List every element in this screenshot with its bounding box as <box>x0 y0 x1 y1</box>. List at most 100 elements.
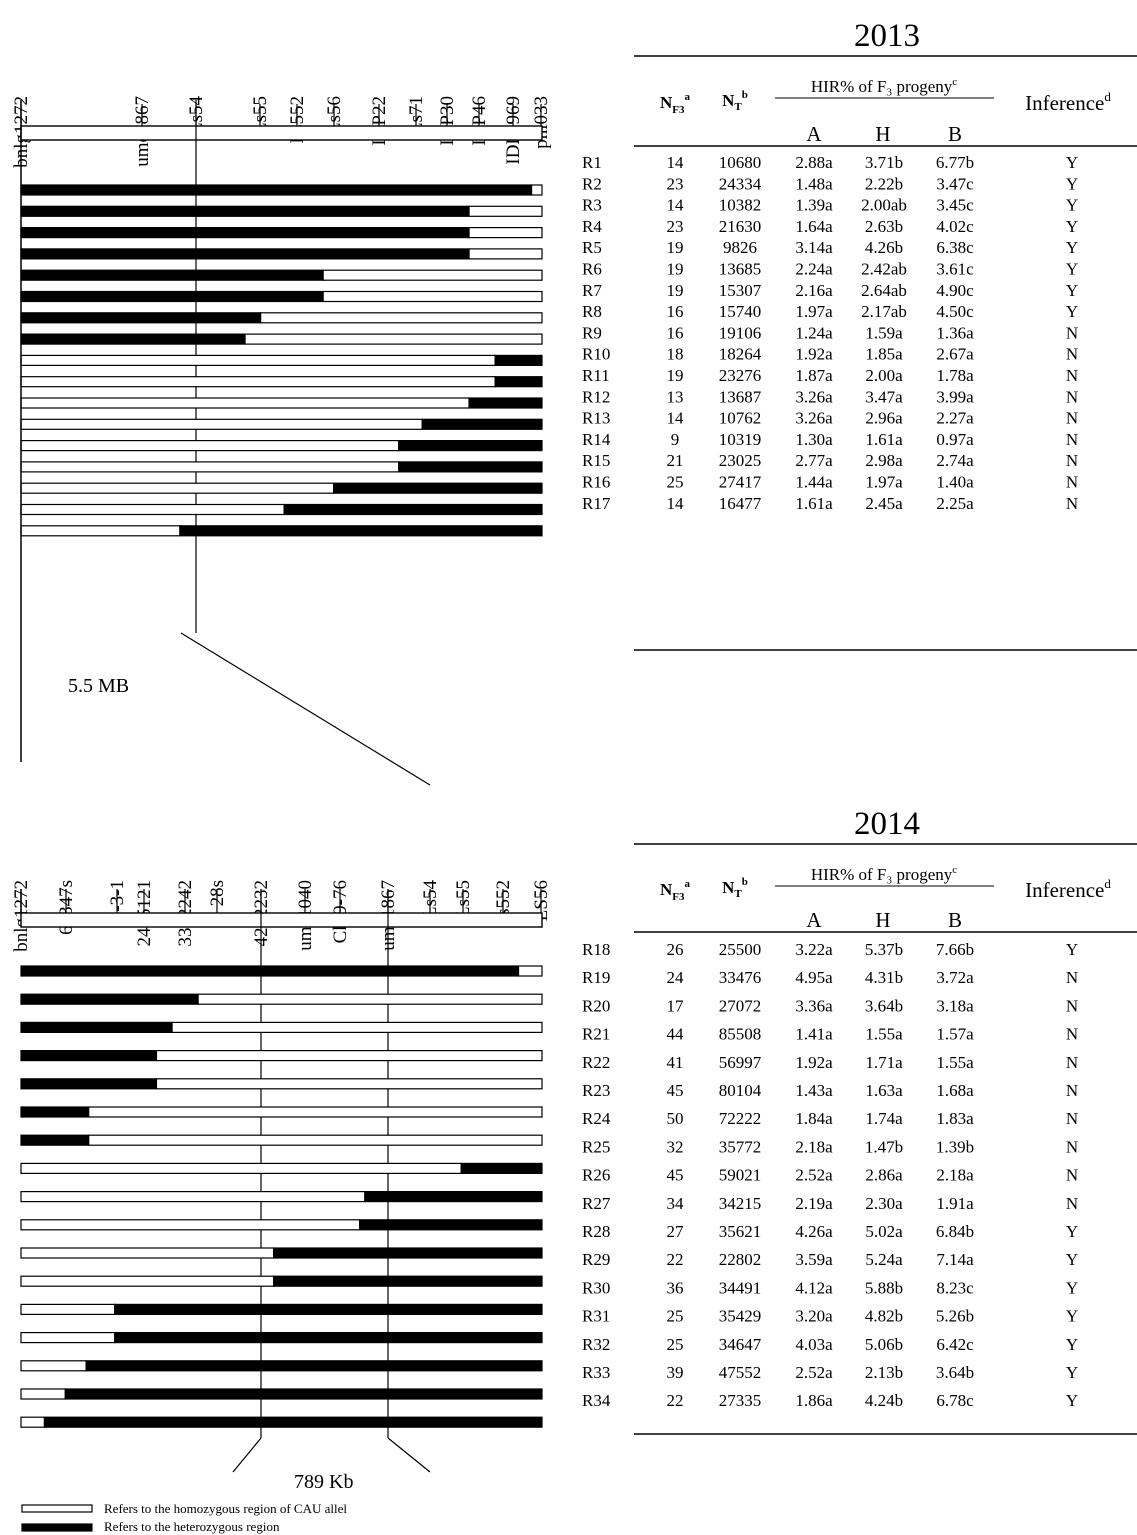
cell-hir-a: 1.43a <box>795 1081 833 1100</box>
cell-nf3: 34 <box>667 1194 685 1213</box>
row-id: R29 <box>582 1250 610 1269</box>
cell-hir-b: 4.50c <box>936 302 974 321</box>
row-id: R16 <box>582 473 610 492</box>
cau-homozygous-segment <box>20 1219 361 1231</box>
cell-nf3: 25 <box>667 1335 684 1354</box>
cell-hir-a: 1.86a <box>795 1391 833 1410</box>
cell-hir-h: 2.00a <box>865 366 903 385</box>
cell-hir-b: 7.14a <box>936 1250 974 1269</box>
header-hir: HIR% of F₃ progenyc <box>811 76 957 96</box>
header-inference-sup: d <box>1104 876 1111 891</box>
cell-inference: N <box>1066 366 1078 385</box>
cell-nt: 27335 <box>719 1391 762 1410</box>
cell-hir-h: 1.47b <box>865 1137 903 1156</box>
legend: Refers to the homozygous region of CAU a… <box>21 1501 347 1534</box>
cau-homozygous-segment <box>244 333 543 345</box>
row-id: R24 <box>582 1109 611 1128</box>
cell-hir-h: 1.71a <box>865 1053 903 1072</box>
cell-nt: 27072 <box>719 996 762 1015</box>
row-id: R12 <box>582 387 610 406</box>
cell-hir-b: 3.72a <box>936 968 974 987</box>
cell-hir-a: 1.92a <box>795 1053 833 1072</box>
cell-hir-a: 1.87a <box>795 366 833 385</box>
heterozygous-segment <box>20 227 470 239</box>
cell-nt: 18264 <box>719 345 762 364</box>
cell-inference: N <box>1066 323 1078 342</box>
row-id: R3 <box>582 196 602 215</box>
cell-hir-h: 1.59a <box>865 323 903 342</box>
cell-nt: 34491 <box>719 1278 762 1297</box>
cell-nt: 23276 <box>719 366 762 385</box>
row-id: R1 <box>582 153 602 172</box>
header-inference-sup: d <box>1104 89 1111 104</box>
cell-hir-a: 2.52a <box>795 1166 833 1185</box>
cell-nf3: 14 <box>667 153 685 172</box>
cell-hir-a: 2.19a <box>795 1194 833 1213</box>
cell-inference: Y <box>1066 1391 1078 1410</box>
heterozygous-segment <box>359 1219 543 1231</box>
cell-hir-a: 2.24a <box>795 260 833 279</box>
cell-hir-h: 2.98a <box>865 451 903 470</box>
legend-swatch-het <box>21 1523 93 1532</box>
cell-hir-b: 1.91a <box>936 1194 974 1213</box>
heterozygous-segment <box>85 1360 543 1372</box>
header-col-b: B <box>948 908 962 932</box>
cell-nf3: 50 <box>667 1109 684 1128</box>
cell-hir-b: 1.83a <box>936 1109 974 1128</box>
cell-hir-a: 4.26a <box>795 1222 833 1241</box>
header-inference: Inferenced <box>1025 876 1111 902</box>
cau-homozygous-segment <box>260 312 543 324</box>
row-id: R4 <box>582 217 602 236</box>
cell-hir-b: 1.68a <box>936 1081 974 1100</box>
header-nt-base: N <box>722 878 735 897</box>
cell-hir-h: 1.85a <box>865 345 903 364</box>
heterozygous-segment <box>421 418 543 430</box>
cell-nt: 22802 <box>719 1250 762 1269</box>
heterozygous-segment <box>20 269 324 281</box>
row-id: R21 <box>582 1025 610 1044</box>
cell-hir-b: 4.90c <box>936 281 974 300</box>
cell-nt: 24334 <box>719 174 762 193</box>
cell-nt: 27417 <box>719 473 762 492</box>
cell-nt: 21630 <box>719 217 762 236</box>
row-id: R27 <box>582 1194 611 1213</box>
cell-hir-a: 1.30a <box>795 430 833 449</box>
cell-hir-b: 3.61c <box>936 260 974 279</box>
cell-hir-a: 3.22a <box>795 940 833 959</box>
cell-hir-h: 2.00ab <box>861 196 907 215</box>
cau-homozygous-segment <box>322 290 543 303</box>
cell-hir-h: 2.30a <box>865 1194 903 1213</box>
cell-hir-h: 1.61a <box>865 430 903 449</box>
row-id: R7 <box>582 281 602 300</box>
cell-hir-a: 2.52a <box>795 1363 833 1382</box>
cell-hir-b: 3.64b <box>936 1363 974 1382</box>
cell-hir-b: 3.18a <box>936 996 974 1015</box>
cell-hir-h: 2.64ab <box>861 281 907 300</box>
cell-nt: 10382 <box>719 196 762 215</box>
cell-hir-b: 0.97a <box>936 430 974 449</box>
row-id: R11 <box>582 366 610 385</box>
cell-hir-h: 3.47a <box>865 387 903 406</box>
cell-hir-h: 4.31b <box>865 968 903 987</box>
cell-hir-h: 1.97a <box>865 473 903 492</box>
cell-nf3: 26 <box>667 940 684 959</box>
cell-nt: 19106 <box>719 323 762 342</box>
cell-inference: N <box>1066 1053 1078 1072</box>
cell-hir-a: 2.77a <box>795 451 833 470</box>
cell-nf3: 18 <box>667 345 684 364</box>
cell-nt: 72222 <box>719 1109 762 1128</box>
cell-nt: 10319 <box>719 430 762 449</box>
header-col-a: A <box>806 908 822 932</box>
cau-homozygous-segment <box>20 397 470 409</box>
cau-homozygous-segment <box>20 1247 275 1259</box>
cau-homozygous-segment <box>20 1388 66 1400</box>
cell-hir-a: 3.59a <box>795 1250 833 1269</box>
cell-hir-h: 5.37b <box>865 940 903 959</box>
heterozygous-segment <box>64 1388 543 1400</box>
heterozygous-segment <box>20 184 533 196</box>
cell-hir-a: 2.88a <box>795 153 833 172</box>
cell-nt: 34215 <box>719 1194 762 1213</box>
cau-homozygous-segment <box>20 1162 462 1175</box>
cell-hir-b: 8.23c <box>936 1278 974 1297</box>
